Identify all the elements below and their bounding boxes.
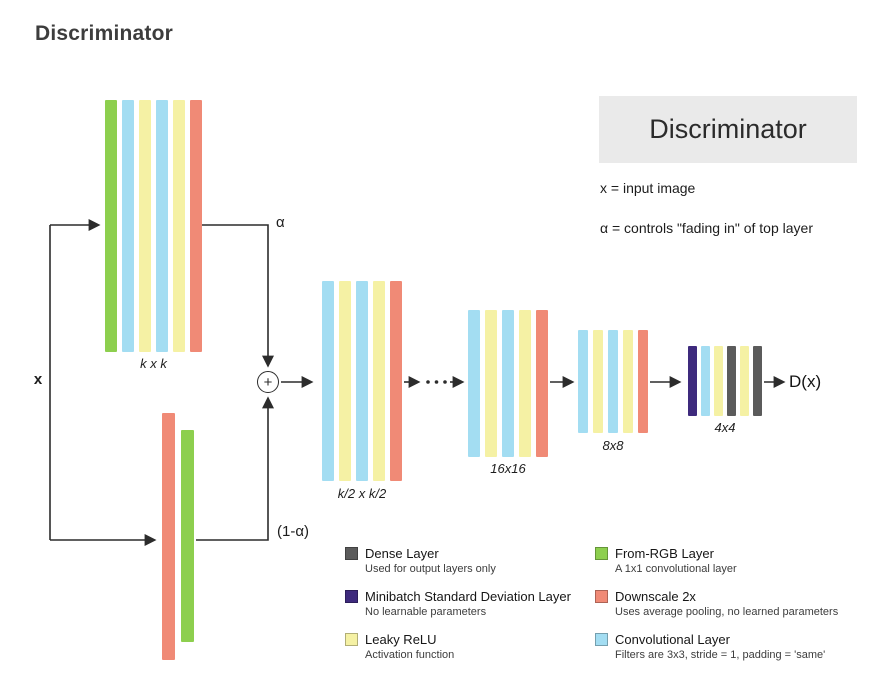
layer-bar-gray bbox=[753, 346, 762, 416]
info-panel-title-box: Discriminator bbox=[599, 96, 857, 163]
layer-bar-salmon bbox=[638, 330, 648, 433]
layer-bar-blue bbox=[701, 346, 710, 416]
note-alpha: α = controls "fading in" of top layer bbox=[600, 220, 813, 236]
leaky-relu-swatch bbox=[345, 633, 358, 646]
layer-bar-blue bbox=[156, 100, 168, 352]
legend-label: Leaky ReLU bbox=[365, 632, 437, 647]
layer-bar-yellow bbox=[139, 100, 151, 352]
dense-layer-swatch bbox=[345, 547, 358, 560]
block-label-16x16: 16x16 bbox=[490, 461, 526, 476]
legend-item-minibatch-stddev: Minibatch Standard Deviation Layer No le… bbox=[345, 589, 571, 618]
layer-bar-blue bbox=[322, 281, 334, 481]
block-label-4x4: 4x4 bbox=[714, 420, 736, 435]
layer-bar-gray bbox=[727, 346, 736, 416]
downscale-swatch bbox=[595, 590, 608, 603]
legend-desc: Used for output layers only bbox=[365, 563, 496, 575]
minibatch-stddev-swatch bbox=[345, 590, 358, 603]
convolutional-swatch bbox=[595, 633, 608, 646]
legend-desc: No learnable parameters bbox=[365, 606, 487, 618]
legend-desc: Filters are 3x3, stride = 1, padding = '… bbox=[615, 649, 826, 661]
layer-bar-yellow bbox=[339, 281, 351, 481]
legend-desc: Activation function bbox=[365, 649, 455, 661]
alpha-label: α bbox=[276, 214, 285, 231]
one-minus-alpha-path-arrow bbox=[196, 396, 274, 541]
layer-bar-green bbox=[181, 430, 194, 642]
layer-bar-yellow bbox=[740, 346, 749, 416]
layer-bar-yellow bbox=[519, 310, 531, 457]
legend-desc: Uses average pooling, no learned paramet… bbox=[615, 606, 839, 618]
alpha-path-arrow bbox=[202, 224, 274, 368]
legend-item-dense-layer: Dense Layer Used for output layers only bbox=[345, 546, 496, 575]
from-rgb-swatch bbox=[595, 547, 608, 560]
layer-bar-yellow bbox=[623, 330, 633, 433]
ellipsis-dots bbox=[426, 380, 447, 384]
layer-bar-blue bbox=[356, 281, 368, 481]
layer-bar-yellow bbox=[485, 310, 497, 457]
layer-bar-blue bbox=[608, 330, 618, 433]
sum-node: + bbox=[257, 371, 279, 393]
block-label-8x8: 8x8 bbox=[602, 438, 624, 453]
layer-bar-yellow bbox=[373, 281, 385, 481]
layer-bar-yellow bbox=[593, 330, 603, 433]
page-title: Discriminator bbox=[35, 22, 173, 45]
legend-item-convolutional: Convolutional Layer Filters are 3x3, str… bbox=[595, 632, 825, 661]
layer-bar-salmon bbox=[536, 310, 548, 457]
info-panel-title: Discriminator bbox=[649, 114, 807, 144]
block-label-k2xk2: k/2 x k/2 bbox=[337, 486, 387, 501]
legend-label: Dense Layer bbox=[365, 546, 439, 561]
legend-item-downscale: Downscale 2x Uses average pooling, no le… bbox=[595, 589, 838, 618]
legend-label: Minibatch Standard Deviation Layer bbox=[365, 589, 571, 604]
layer-bar-salmon bbox=[190, 100, 202, 352]
layer-bar-blue bbox=[468, 310, 480, 457]
layer-bar-purple bbox=[688, 346, 697, 416]
legend-desc: A 1x1 convolutional layer bbox=[615, 563, 737, 575]
legend-label: From-RGB Layer bbox=[615, 546, 714, 561]
legend-label: Convolutional Layer bbox=[615, 632, 730, 647]
note-input-image: x = input image bbox=[600, 180, 696, 196]
layer-bar-salmon bbox=[390, 281, 402, 481]
layer-bar-yellow bbox=[714, 346, 723, 416]
block-label-kxk: k x k bbox=[140, 356, 167, 371]
layer-bar-blue bbox=[502, 310, 514, 457]
layer-bar-yellow bbox=[173, 100, 185, 352]
legend-label: Downscale 2x bbox=[615, 589, 696, 604]
input-label: x bbox=[33, 371, 43, 388]
legend-item-from-rgb: From-RGB Layer A 1x1 convolutional layer bbox=[595, 546, 737, 575]
layer-bar-blue bbox=[122, 100, 134, 352]
layer-bar-salmon bbox=[162, 413, 175, 660]
output-label: D(x) bbox=[789, 372, 822, 391]
layer-bar-green bbox=[105, 100, 117, 352]
layer-bar-blue bbox=[578, 330, 588, 433]
one-minus-alpha-label: (1-α) bbox=[277, 523, 309, 540]
legend-item-leaky-relu: Leaky ReLU Activation function bbox=[345, 632, 454, 661]
